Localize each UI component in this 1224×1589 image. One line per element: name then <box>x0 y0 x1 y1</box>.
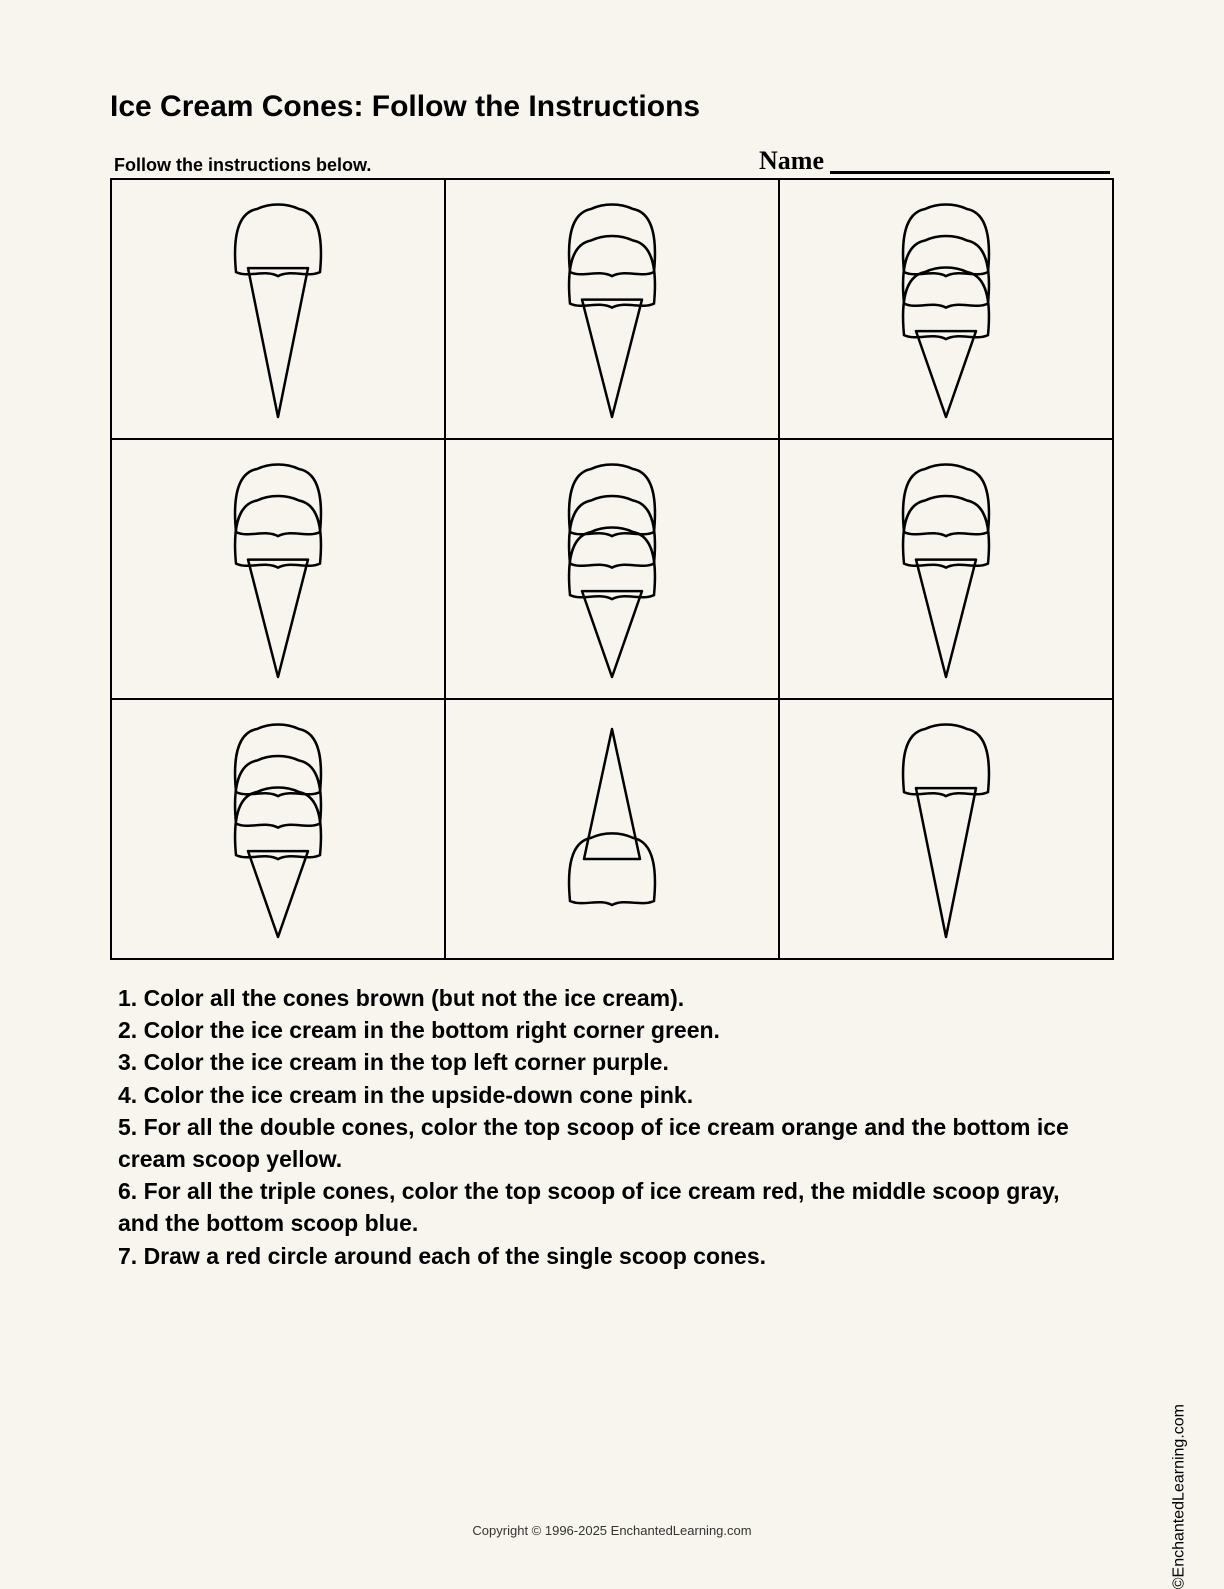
grid-cell <box>446 700 780 960</box>
instruction-line: 7. Draw a red circle around each of the … <box>118 1240 1106 1272</box>
ice-cream-cone-icon <box>522 449 702 689</box>
instruction-list: 1. Color all the cones brown (but not th… <box>110 982 1114 1272</box>
copyright-text: Copyright © 1996-2025 EnchantedLearning.… <box>0 1523 1224 1538</box>
instruction-line: 4. Color the ice cream in the upside-dow… <box>118 1079 1106 1111</box>
page-title: Ice Cream Cones: Follow the Instructions <box>110 90 1114 124</box>
instruction-line: 2. Color the ice cream in the bottom rig… <box>118 1014 1106 1046</box>
instruction-line: 1. Color all the cones brown (but not th… <box>118 982 1106 1014</box>
instruction-line: 3. Color the ice cream in the top left c… <box>118 1046 1106 1078</box>
grid-cell <box>112 440 446 700</box>
grid-cell <box>112 180 446 440</box>
instruction-line: 5. For all the double cones, color the t… <box>118 1111 1106 1175</box>
grid-cell <box>780 700 1114 960</box>
grid-cell <box>446 440 780 700</box>
instruction-line: 6. For all the triple cones, color the t… <box>118 1175 1106 1239</box>
instruction-text: Follow the instructions below. <box>114 155 759 176</box>
name-label: Name <box>759 146 824 176</box>
ice-cream-cone-icon <box>522 709 702 949</box>
ice-cream-cone-icon <box>856 709 1036 949</box>
ice-cream-cone-icon <box>188 449 368 689</box>
grid-cell <box>446 180 780 440</box>
ice-cream-cone-icon <box>856 189 1036 429</box>
ice-cream-grid <box>110 180 1114 960</box>
grid-cell <box>780 440 1114 700</box>
ice-cream-cone-icon <box>188 189 368 429</box>
grid-cell <box>780 180 1114 440</box>
ice-cream-cone-icon <box>188 709 368 949</box>
worksheet-subheader: Follow the instructions below. Name <box>110 146 1114 180</box>
side-credit: ©EnchantedLearning.com <box>1170 1404 1188 1589</box>
ice-cream-cone-icon <box>856 449 1036 689</box>
name-input-line[interactable] <box>830 152 1110 174</box>
grid-cell <box>112 700 446 960</box>
ice-cream-cone-icon <box>522 189 702 429</box>
